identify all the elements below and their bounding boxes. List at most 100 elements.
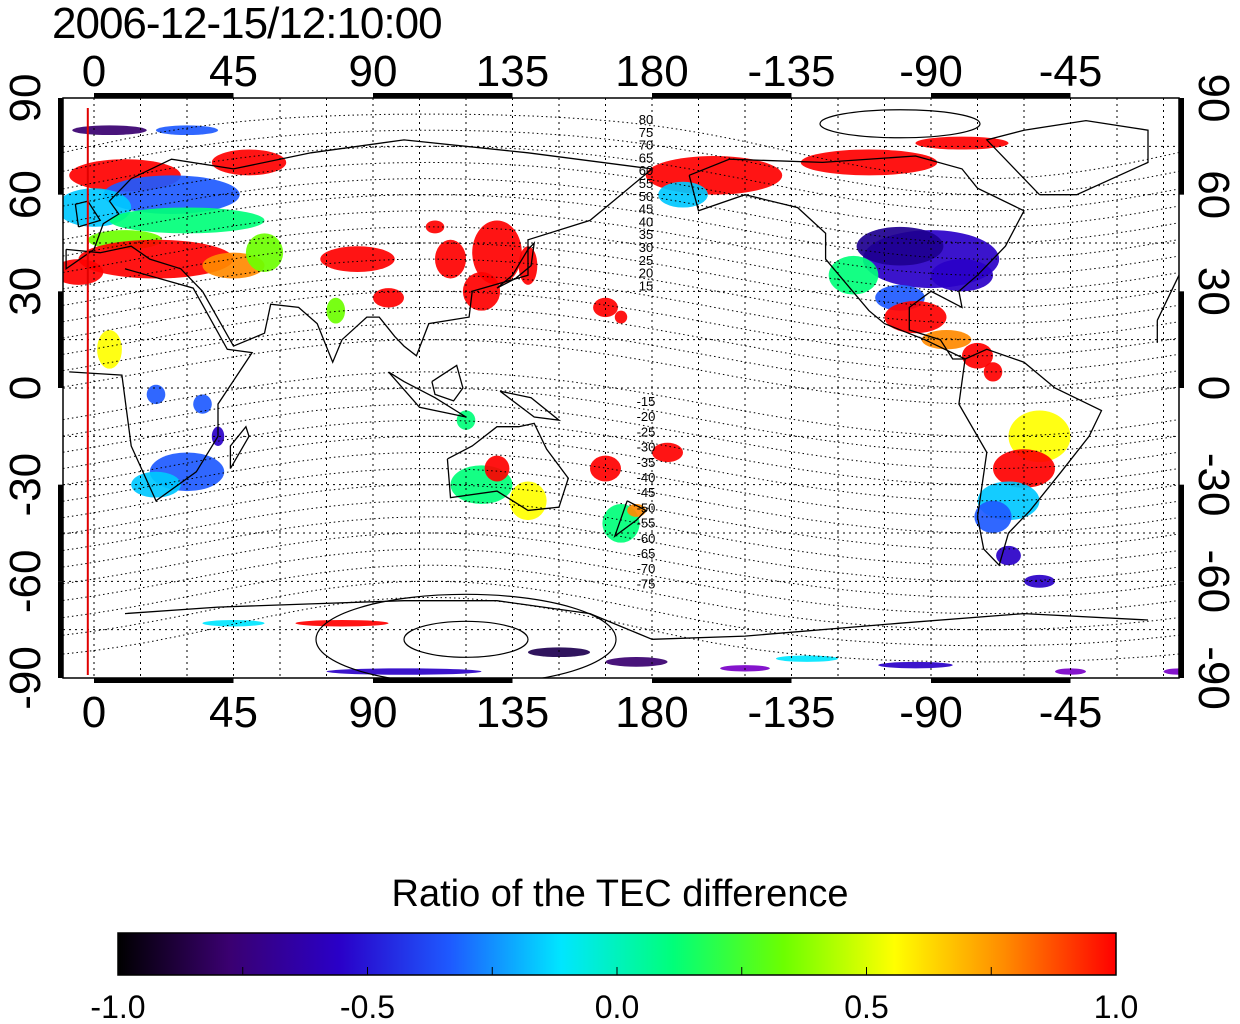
lon-tick-bottom: 180 [615,688,688,737]
mlat-label: 30 [639,240,653,255]
mlat-label: -30 [637,440,656,455]
colorbar: -1.0 -0.5 0.0 0.5 1.0 [90,932,1138,1024]
mlat-label: 35 [639,227,653,242]
mlat-contour [63,548,1179,615]
mlat-label: 80 [639,112,653,127]
right-scale-bar [1179,581,1184,678]
mlat-label: -50 [637,500,656,515]
mlat-label: 40 [639,214,653,229]
data-patch [627,504,646,517]
mlat-contour [63,371,1179,437]
tec-ratio-patches [63,125,1179,675]
graticule [63,98,1179,678]
colorbar-tick-label: -1.0 [90,989,145,1024]
lat-tick-right: 0 [1189,376,1238,400]
data-patch [373,288,404,308]
mlat-contour [63,274,1179,341]
south-polar-contour [403,620,529,658]
lon-tick-top: 90 [349,47,398,96]
data-patch [193,394,212,414]
mlat-label: 65 [639,150,653,165]
data-patch [131,471,181,498]
mlat-label: -60 [637,531,656,546]
lon-tick-bottom: 45 [209,688,258,737]
mlat-label: 70 [639,138,653,153]
data-patch [295,620,389,627]
data-patch [983,362,1003,382]
lon-tick-bottom: 0 [82,688,106,737]
data-patch [996,545,1021,566]
mlat-contour [63,516,1179,582]
data-patch [1055,668,1086,675]
mlat-label: -65 [637,546,656,561]
mlat-contour [63,484,1179,550]
data-patch [776,655,838,662]
mlat-label: -75 [637,576,656,591]
coastline [69,268,1179,502]
mlat-label: -70 [637,561,656,576]
data-patch [146,384,166,405]
coastline [688,155,1025,360]
mlat-contour [63,468,1179,534]
data-patch [590,455,621,482]
coastline [388,371,467,418]
mlat-label: -25 [637,424,656,439]
coastline [446,422,570,512]
bottom-scale-bar [373,678,513,683]
data-patch [828,255,879,295]
data-patch [652,442,683,463]
lat-tick-left: 30 [1,267,50,316]
mlat-label: -40 [637,470,656,485]
left-scale-bar [58,98,63,195]
mlat-contour [63,564,1179,631]
lon-tick-top: -90 [899,47,963,96]
lon-tick-top: -135 [747,47,835,96]
bottom-scale-bar [652,678,792,683]
colorbar-title: Ratio of the TEC difference [391,873,849,915]
map-frame [58,93,1184,683]
lat-tick-left: -90 [1,646,50,710]
data-patch [856,226,944,266]
left-scale-bar [58,291,63,388]
colorbar-tick-label: 0.0 [595,989,639,1024]
coastline [499,390,562,422]
mlat-label: -55 [637,516,656,531]
mlat-contour [63,451,1179,518]
coastline [65,139,654,364]
lon-tick-top: -45 [1039,47,1103,96]
mlat-label: 25 [639,253,653,268]
lat-tick-right: -30 [1189,453,1238,517]
coastline [958,348,1103,567]
mlat-label: 50 [639,189,653,204]
mlat-contour [63,435,1179,502]
mlat-contour [63,532,1179,598]
lat-tick-right: 30 [1189,267,1238,316]
data-patch [1163,668,1179,675]
left-scale-bar [58,484,63,582]
data-patch [974,500,1012,533]
coastline [496,241,536,289]
lon-tick-top: 45 [209,47,258,96]
data-patch [472,220,522,285]
data-patch [211,149,287,176]
data-patch [800,149,938,176]
north-polar-contour [819,109,981,139]
data-patch [605,657,668,667]
mlat-label: -20 [637,409,656,424]
data-patch [425,220,445,234]
data-patch [1024,574,1055,588]
lat-tick-left: 0 [1,376,50,400]
top-scale-bar [94,93,234,98]
mlat-contour [63,580,1179,647]
top-scale-bar [373,93,513,98]
mlat-label: -35 [637,455,656,470]
lat-tick-left: -30 [1,453,50,517]
coastline [431,364,464,402]
data-patch [326,297,346,324]
data-patch [509,481,547,521]
lat-tick-right: 60 [1189,170,1238,219]
top-scale-bar [652,93,792,98]
top-scale-bar [931,93,1071,98]
